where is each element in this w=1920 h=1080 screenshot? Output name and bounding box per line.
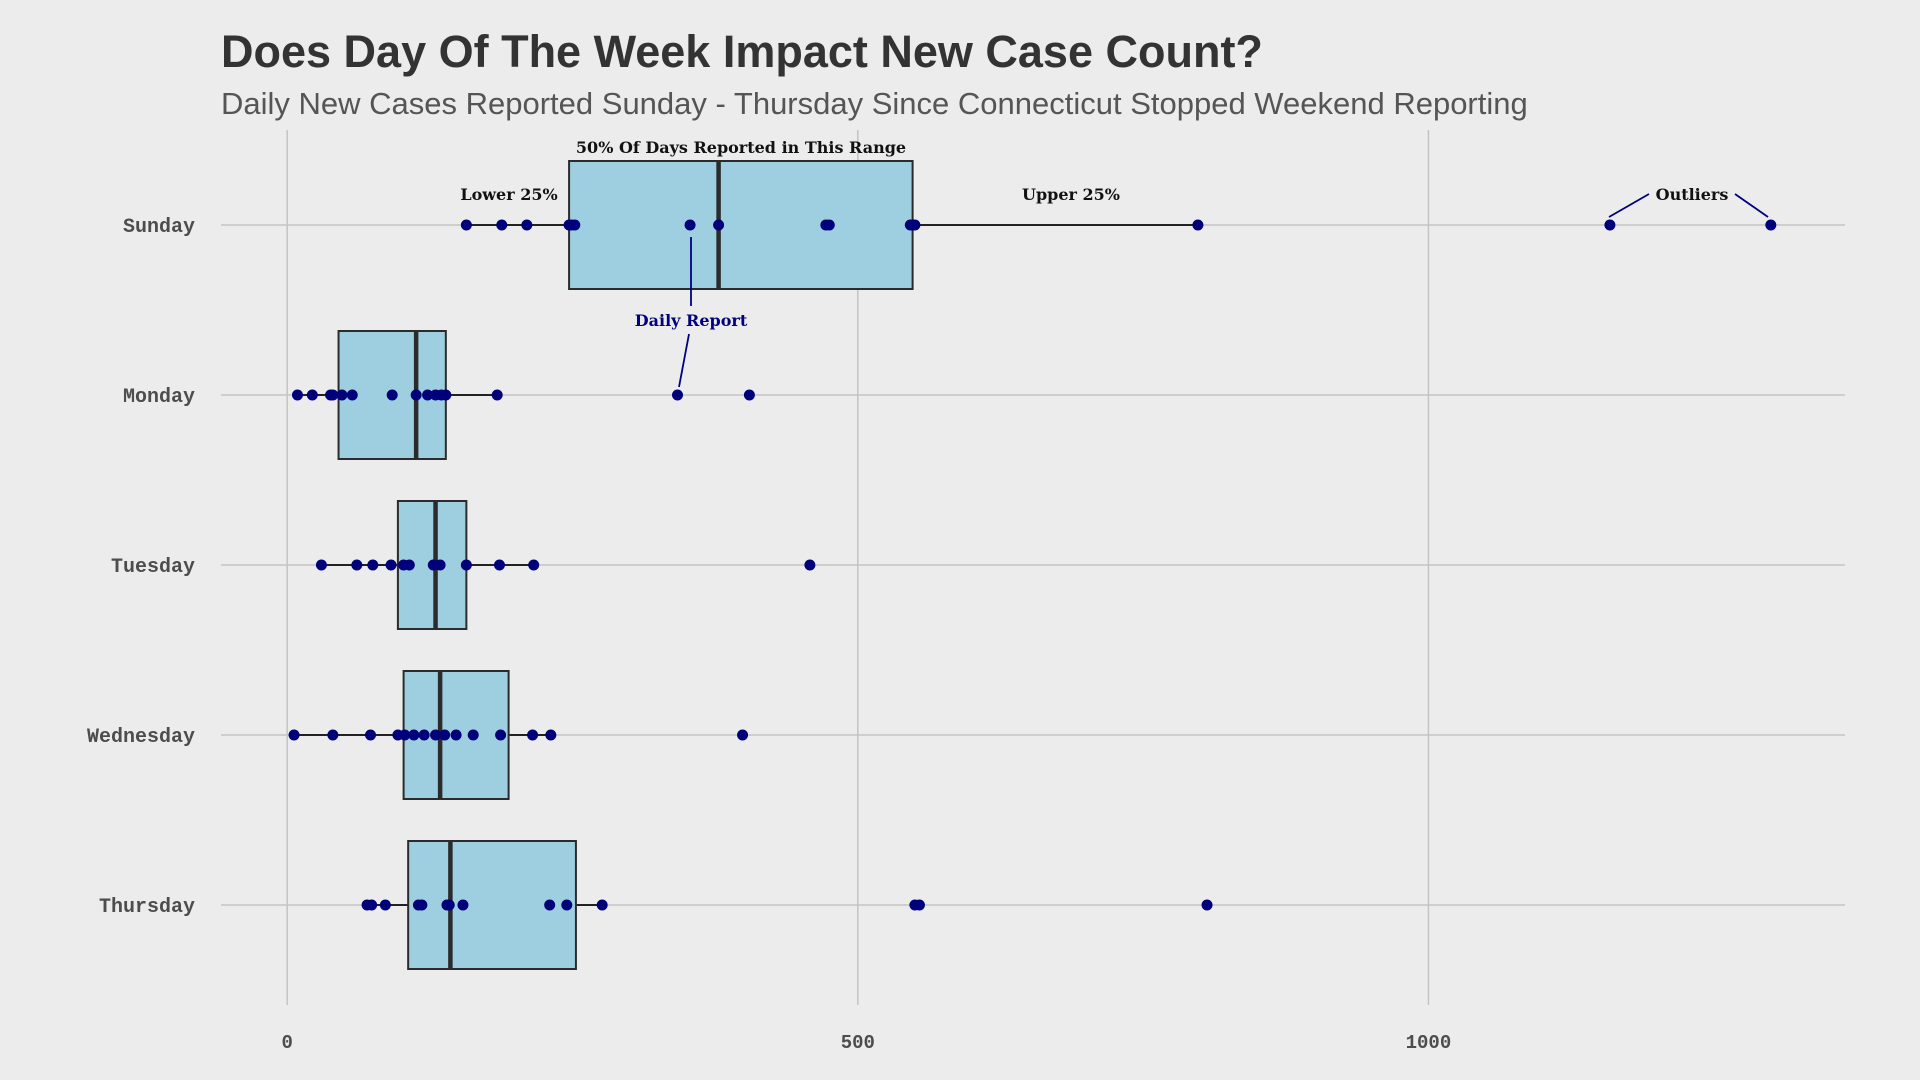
point-monday-4 bbox=[336, 389, 348, 401]
point-thursday-2 bbox=[379, 899, 391, 911]
point-sunday-15 bbox=[1765, 219, 1777, 231]
point-wednesday-7 bbox=[430, 729, 442, 741]
point-tuesday-3 bbox=[385, 559, 397, 571]
point-tuesday-8 bbox=[460, 559, 472, 571]
annotation-range-50: 50% Of Days Reported in This Range bbox=[576, 138, 906, 157]
annotations: 50% Of Days Reported in This Range Lower… bbox=[460, 138, 1769, 388]
chart-title: Does Day Of The Week Impact New Case Cou… bbox=[221, 26, 1263, 77]
point-thursday-1 bbox=[366, 899, 378, 911]
point-monday-7 bbox=[410, 389, 422, 401]
point-thursday-7 bbox=[457, 899, 469, 911]
point-monday-12 bbox=[491, 389, 503, 401]
point-wednesday-11 bbox=[495, 729, 507, 741]
outliers-leader-right bbox=[1734, 193, 1769, 218]
point-tuesday-1 bbox=[351, 559, 363, 571]
tick-label-0: 0 bbox=[281, 1032, 292, 1054]
point-monday-14 bbox=[743, 389, 755, 401]
point-tuesday-7 bbox=[434, 559, 446, 571]
point-wednesday-8 bbox=[439, 729, 451, 741]
point-tuesday-11 bbox=[804, 559, 816, 571]
point-monday-0 bbox=[291, 389, 303, 401]
point-sunday-5 bbox=[569, 219, 581, 231]
point-tuesday-2 bbox=[367, 559, 379, 571]
annotation-upper-25: Upper 25% bbox=[1022, 185, 1120, 204]
point-wednesday-10 bbox=[467, 729, 479, 741]
point-sunday-1 bbox=[496, 219, 508, 231]
point-thursday-4 bbox=[416, 899, 428, 911]
point-thursday-9 bbox=[561, 899, 573, 911]
tick-labels: 0 500 1000 bbox=[281, 1032, 1451, 1054]
point-thursday-10 bbox=[596, 899, 608, 911]
category-label-monday: Monday bbox=[123, 386, 195, 409]
point-sunday-13 bbox=[1192, 219, 1204, 231]
point-sunday-14 bbox=[1604, 219, 1616, 231]
point-wednesday-5 bbox=[408, 729, 420, 741]
point-wednesday-4 bbox=[399, 729, 411, 741]
box-sunday bbox=[568, 160, 914, 290]
tick-label-1000: 1000 bbox=[1406, 1032, 1452, 1054]
outliers-leader-left bbox=[1608, 193, 1650, 218]
annotation-daily-report: Daily Report bbox=[635, 311, 748, 330]
point-monday-3 bbox=[327, 389, 339, 401]
point-sunday-12 bbox=[909, 219, 921, 231]
point-tuesday-9 bbox=[493, 559, 505, 571]
point-monday-6 bbox=[386, 389, 398, 401]
annotation-lower-25: Lower 25% bbox=[460, 185, 557, 204]
data-points bbox=[288, 219, 1777, 911]
category-labels: Sunday Monday Tuesday Wednesday Thursday bbox=[87, 216, 195, 919]
point-monday-1 bbox=[306, 389, 318, 401]
point-sunday-9 bbox=[823, 219, 835, 231]
point-sunday-7 bbox=[713, 219, 725, 231]
point-wednesday-9 bbox=[450, 729, 462, 741]
category-label-thursday: Thursday bbox=[99, 896, 195, 919]
point-wednesday-14 bbox=[737, 729, 749, 741]
category-label-sunday: Sunday bbox=[123, 216, 195, 239]
point-wednesday-13 bbox=[545, 729, 557, 741]
category-label-wednesday: Wednesday bbox=[87, 726, 195, 749]
point-wednesday-0 bbox=[288, 729, 300, 741]
point-wednesday-6 bbox=[418, 729, 430, 741]
point-wednesday-2 bbox=[365, 729, 377, 741]
point-wednesday-1 bbox=[327, 729, 339, 741]
annotation-outliers: Outliers bbox=[1656, 185, 1729, 204]
point-tuesday-0 bbox=[315, 559, 327, 571]
point-sunday-0 bbox=[460, 219, 472, 231]
point-sunday-6 bbox=[684, 219, 696, 231]
point-tuesday-5 bbox=[403, 559, 415, 571]
point-monday-11 bbox=[440, 389, 452, 401]
point-thursday-13 bbox=[1201, 899, 1213, 911]
point-wednesday-12 bbox=[527, 729, 539, 741]
category-label-tuesday: Tuesday bbox=[111, 556, 195, 579]
daily-report-leader-bottom bbox=[678, 333, 690, 388]
point-monday-8 bbox=[422, 389, 434, 401]
chart-subtitle: Daily New Cases Reported Sunday - Thursd… bbox=[221, 86, 1528, 121]
tick-label-500: 500 bbox=[841, 1032, 875, 1054]
point-sunday-2 bbox=[521, 219, 533, 231]
point-tuesday-10 bbox=[528, 559, 540, 571]
point-thursday-12 bbox=[913, 899, 925, 911]
point-monday-5 bbox=[346, 389, 358, 401]
point-thursday-6 bbox=[443, 899, 455, 911]
point-monday-13 bbox=[672, 389, 684, 401]
point-thursday-8 bbox=[544, 899, 556, 911]
